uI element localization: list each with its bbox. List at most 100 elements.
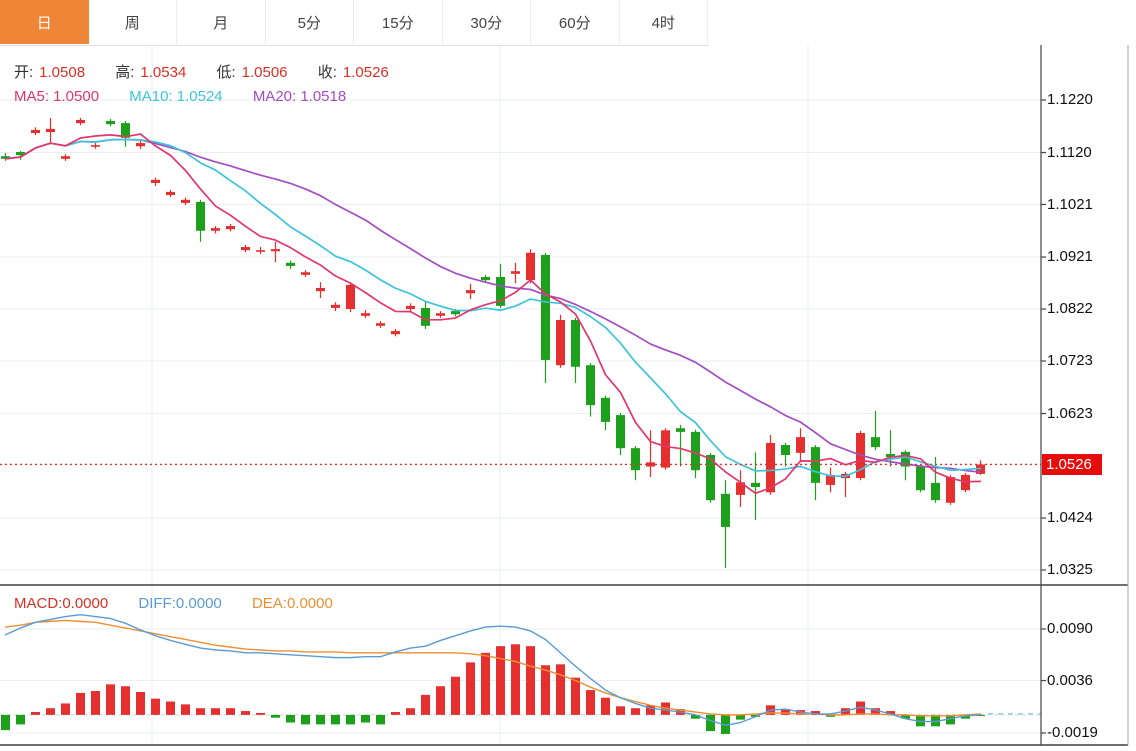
candle-body bbox=[31, 129, 40, 134]
candle-body bbox=[946, 477, 955, 503]
candle-body bbox=[211, 228, 220, 231]
macd-bar bbox=[361, 714, 370, 723]
macd-bar bbox=[91, 691, 100, 715]
candle-body bbox=[1, 156, 10, 159]
candle-body bbox=[406, 305, 415, 310]
macd-bar bbox=[256, 712, 265, 715]
macd-bar bbox=[571, 677, 580, 715]
candle-body bbox=[541, 254, 550, 360]
candle-body bbox=[46, 128, 55, 133]
candle-body bbox=[436, 313, 445, 316]
candle-body bbox=[226, 226, 235, 230]
candle-body bbox=[766, 442, 775, 493]
tab-month[interactable]: 月 bbox=[177, 0, 266, 44]
macd-bar bbox=[541, 665, 550, 715]
price-tick-label: 1.0623 bbox=[1047, 404, 1093, 422]
candle-body bbox=[871, 437, 880, 448]
candle-body bbox=[181, 199, 190, 203]
macd-bar bbox=[586, 690, 595, 715]
tab-60min[interactable]: 60分 bbox=[531, 0, 620, 44]
tab-5min[interactable]: 5分 bbox=[265, 0, 354, 44]
dea-value-readout: DEA:0.0000 bbox=[251, 595, 333, 612]
candle-body bbox=[931, 482, 940, 501]
macd-bar bbox=[436, 686, 445, 715]
macd-bar bbox=[391, 712, 400, 715]
tab-30min[interactable]: 30分 bbox=[442, 0, 531, 44]
macd-tick-label: 0.0090 bbox=[1047, 620, 1093, 637]
candle-body bbox=[241, 247, 250, 251]
ma-readout: MA5: 1.0500 MA10: 1.0524 MA20: 1.0518 bbox=[14, 88, 352, 105]
macd-bar bbox=[871, 708, 880, 715]
macd-bar bbox=[886, 711, 895, 715]
macd-bar bbox=[751, 714, 760, 717]
tab-4hour[interactable]: 4时 bbox=[619, 0, 708, 44]
candle-body bbox=[796, 437, 805, 453]
macd-bar bbox=[826, 714, 835, 717]
price-tick-label: 1.0822 bbox=[1047, 300, 1093, 317]
candle-body bbox=[511, 271, 520, 274]
candle-body bbox=[391, 331, 400, 335]
macd-bar bbox=[481, 652, 490, 715]
macd-bar bbox=[781, 709, 790, 715]
macd-bar bbox=[76, 692, 85, 715]
price-tick-label: 1.1220 bbox=[1047, 91, 1093, 108]
macd-bar bbox=[556, 664, 565, 715]
macd-tick-label: 0.0036 bbox=[1047, 671, 1093, 689]
macd-bar bbox=[946, 714, 955, 725]
candle-body bbox=[301, 272, 310, 275]
candle-body bbox=[151, 179, 160, 183]
candle-body bbox=[196, 201, 205, 231]
macd-tick-label: -0.0019 bbox=[1047, 724, 1098, 741]
macd-bar bbox=[316, 714, 325, 725]
price-tick-label: 1.0723 bbox=[1047, 351, 1093, 369]
macd-bar bbox=[466, 662, 475, 715]
candle-body bbox=[166, 191, 175, 196]
candle-body bbox=[376, 323, 385, 326]
candle-body bbox=[346, 284, 355, 310]
candle-body bbox=[91, 145, 100, 147]
high-label: 高: bbox=[115, 64, 135, 81]
macd-bar bbox=[211, 708, 220, 715]
candle-body bbox=[61, 156, 70, 159]
macd-bar bbox=[811, 711, 820, 715]
macd-bar bbox=[616, 706, 625, 715]
candle-body bbox=[526, 252, 535, 281]
macd-bar bbox=[271, 714, 280, 718]
ma10-line bbox=[4, 138, 982, 478]
tab-day[interactable]: 日 bbox=[0, 0, 89, 44]
price-tick-label: 1.0325 bbox=[1047, 561, 1093, 578]
macd-bar bbox=[526, 646, 535, 715]
tab-15min[interactable]: 15分 bbox=[354, 0, 443, 44]
candle-body bbox=[631, 448, 640, 471]
macd-value-readout: MACD:0.0000 bbox=[14, 595, 109, 612]
macd-bar bbox=[961, 714, 970, 719]
macd-bar bbox=[196, 708, 205, 715]
ohlc-readout: 开: 1.0508 高: 1.0534 低: 1.0506 收: 1.0526 bbox=[14, 61, 395, 82]
macd-bar bbox=[286, 714, 295, 723]
close-value: 1.0526 bbox=[342, 64, 389, 81]
macd-bar bbox=[721, 714, 730, 734]
candle-body bbox=[676, 428, 685, 432]
candle-body bbox=[601, 397, 610, 422]
price-tick-label: 1.0921 bbox=[1047, 248, 1093, 266]
candle-body bbox=[286, 262, 295, 266]
macd-bar bbox=[511, 644, 520, 715]
macd-bar bbox=[136, 691, 145, 715]
tab-week[interactable]: 周 bbox=[88, 0, 177, 44]
candle-body bbox=[706, 454, 715, 501]
candle-body bbox=[736, 482, 745, 495]
macd-bar bbox=[226, 708, 235, 715]
timeframe-tabbar: 日 周 月 5分 15分 30分 60分 4时 bbox=[0, 0, 709, 46]
macd-bar bbox=[451, 676, 460, 715]
macd-readout: MACD:0.0000 DIFF:0.0000 DEA:0.0000 bbox=[14, 595, 339, 612]
low-label: 低: bbox=[216, 64, 236, 81]
candle-body bbox=[121, 123, 130, 138]
candle-body bbox=[76, 119, 85, 124]
candle-body bbox=[451, 311, 460, 315]
ma5-line bbox=[4, 133, 982, 495]
macd-bar bbox=[346, 714, 355, 725]
macd-bar bbox=[106, 684, 115, 715]
macd-bar bbox=[1, 714, 10, 731]
